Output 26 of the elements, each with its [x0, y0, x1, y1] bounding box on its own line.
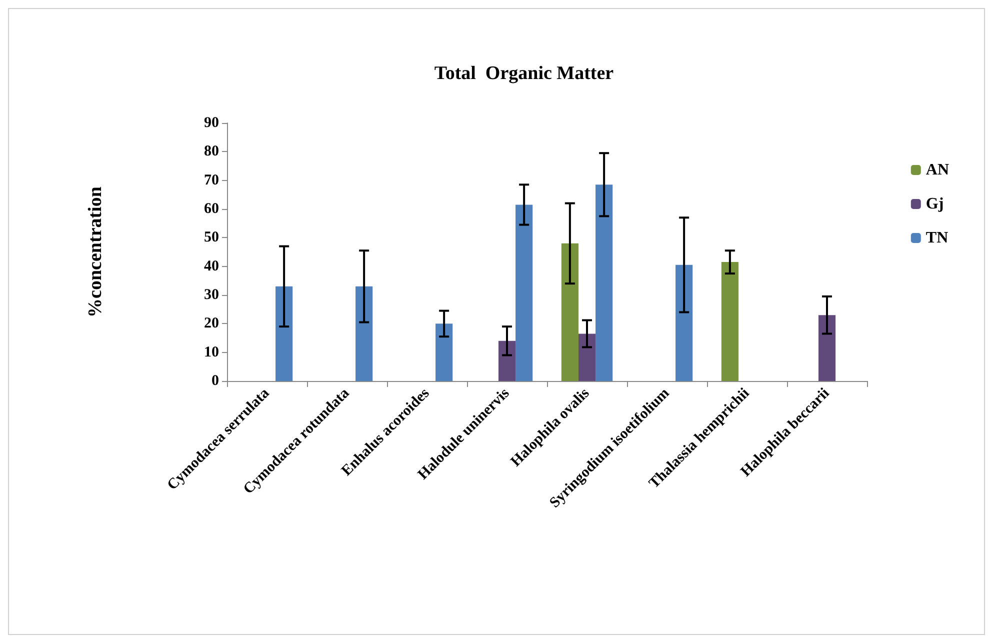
bar	[721, 262, 738, 381]
bar	[561, 243, 578, 381]
y-tick-label: 70	[204, 172, 219, 188]
legend-label: AN	[926, 162, 950, 178]
y-tick-label: 40	[204, 258, 219, 274]
bar	[436, 324, 453, 381]
bar	[818, 315, 836, 381]
chart-title: Total Organic Matter	[434, 63, 614, 84]
bar	[356, 286, 373, 381]
y-tick-label: 60	[204, 201, 219, 217]
y-tick-label: 50	[204, 230, 219, 246]
bar	[578, 334, 596, 381]
legend-label: Gj	[926, 196, 944, 212]
legend-label: TN	[926, 230, 949, 246]
y-tick-label: 80	[204, 144, 219, 160]
y-tick-label: 10	[204, 344, 219, 360]
bar	[498, 340, 516, 381]
y-tick-label: 30	[204, 287, 219, 303]
bar	[596, 184, 613, 381]
y-tick-label: 20	[204, 316, 219, 332]
y-axis-title: %concentration	[85, 186, 106, 318]
bar	[676, 264, 693, 381]
bar	[516, 204, 533, 381]
y-tick-label: 90	[204, 115, 219, 131]
bar	[276, 286, 293, 381]
y-tick-label: 0	[212, 373, 219, 389]
